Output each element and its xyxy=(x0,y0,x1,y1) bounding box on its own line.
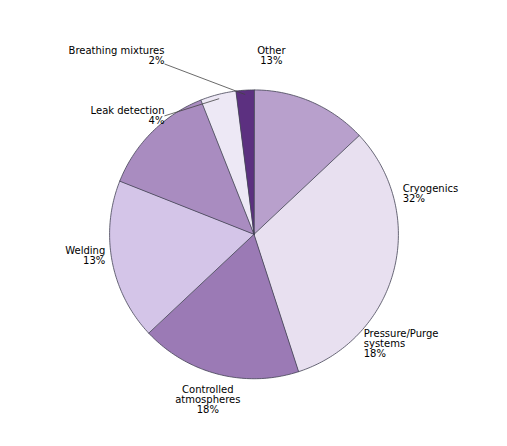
svg-text:Pressure/Purgesystems18%: Pressure/Purgesystems18% xyxy=(364,328,439,359)
svg-text:Cryogenics32%: Cryogenics32% xyxy=(403,183,458,204)
svg-text:Leak detection4%: Leak detection4% xyxy=(91,105,165,126)
svg-text:Controlledatmospheres18%: Controlledatmospheres18% xyxy=(175,384,240,415)
svg-text:Welding13%: Welding13% xyxy=(65,245,105,266)
svg-text:Breathing mixtures2%: Breathing mixtures2% xyxy=(69,45,165,66)
svg-text:Other13%: Other13% xyxy=(257,45,286,66)
